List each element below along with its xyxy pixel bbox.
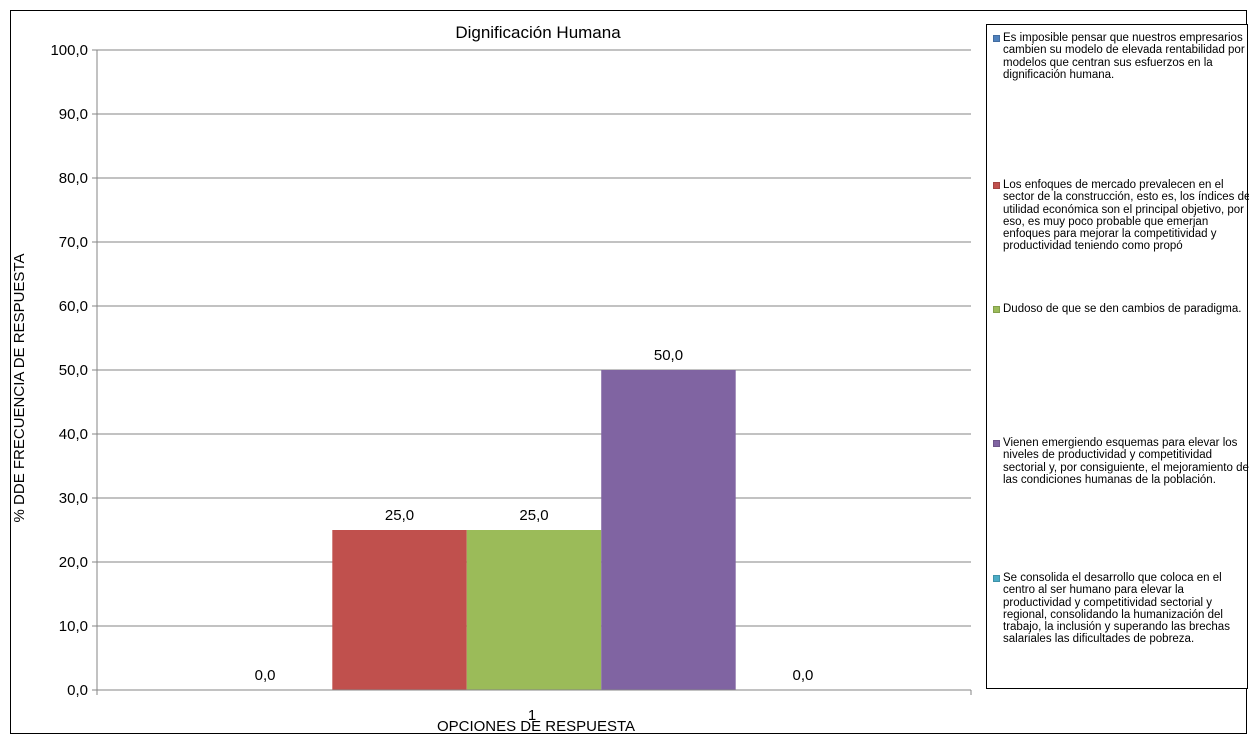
gridlines [97, 49, 971, 627]
legend-swatch [993, 182, 1000, 189]
x-tick-label: 1 [528, 707, 536, 724]
y-tick-label: 80,0 [59, 170, 88, 187]
legend-entry: Vienen emergiendo esquemas para elevar l… [993, 437, 1249, 486]
y-tick-label: 10,0 [59, 618, 88, 635]
y-tick-label: 70,0 [59, 234, 88, 251]
y-tick-label: 0,0 [67, 682, 88, 699]
legend-entry: Dudoso de que se den cambios de paradigm… [993, 303, 1249, 315]
y-tick-label: 60,0 [59, 298, 88, 315]
y-tick-label: 50,0 [59, 362, 88, 379]
legend-swatch [993, 35, 1000, 42]
legend-entry: Se consolida el desarrollo que coloca en… [993, 572, 1249, 646]
data-label: 25,0 [385, 507, 414, 524]
data-label: 25,0 [519, 507, 548, 524]
axes: 0,010,020,030,040,050,060,070,080,090,01… [50, 42, 972, 724]
data-label: 0,0 [792, 667, 813, 684]
x-axis-label: OPCIONES DE RESPUESTA [437, 718, 635, 735]
y-tick-label: 90,0 [59, 106, 88, 123]
legend-label: Los enfoques de mercado prevalecen en el… [1003, 179, 1249, 253]
y-tick-label: 20,0 [59, 554, 88, 571]
y-tick-label: 100,0 [50, 42, 88, 59]
legend-swatch [993, 306, 1000, 313]
chart-title: Dignificación Humana [455, 23, 621, 42]
legend-label: Dudoso de que se den cambios de paradigm… [1003, 303, 1242, 315]
bar [601, 370, 736, 690]
data-label: 0,0 [255, 667, 276, 684]
y-axis-label: % DDE FRECUENCIA DE RESPUESTA [11, 254, 28, 523]
bar [466, 530, 602, 690]
legend-swatch [993, 440, 1000, 447]
legend: Es imposible pensar que nuestros empresa… [986, 24, 1249, 689]
legend-swatch [993, 575, 1000, 582]
legend-entry: Los enfoques de mercado prevalecen en el… [993, 179, 1249, 253]
bar [332, 530, 467, 690]
legend-label: Vienen emergiendo esquemas para elevar l… [1003, 437, 1249, 486]
y-tick-label: 40,0 [59, 426, 88, 443]
data-labels: 0,0 25,0 25,0 50,0 0,0 [255, 347, 814, 684]
legend-label: Es imposible pensar que nuestros empresa… [1003, 32, 1245, 81]
data-label: 50,0 [654, 347, 683, 364]
y-tick-label: 30,0 [59, 490, 88, 507]
legend-label: Se consolida el desarrollo que coloca en… [1003, 572, 1230, 646]
legend-entry: Es imposible pensar que nuestros empresa… [993, 32, 1249, 81]
bars [332, 370, 736, 690]
